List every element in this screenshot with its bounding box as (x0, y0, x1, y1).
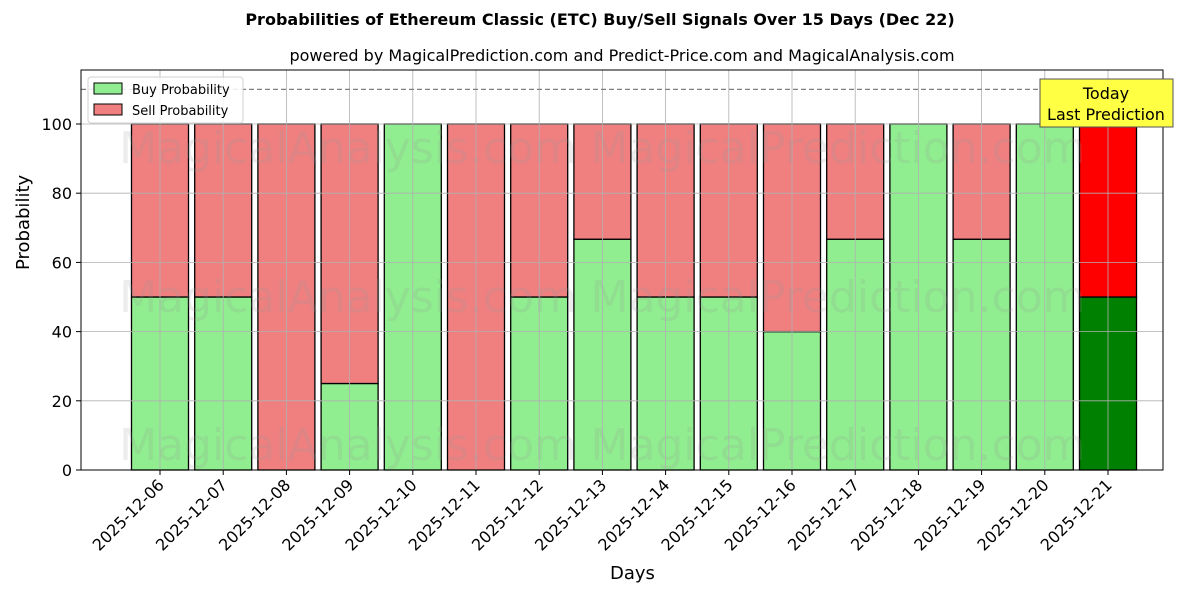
legend-swatch-buy (93, 82, 123, 95)
y-tick-label: 40 (52, 323, 72, 342)
watermark: MagicalAnalysis.com (119, 123, 577, 174)
y-tick-label: 20 (52, 392, 72, 411)
annotation-line2: Last Prediction (1047, 105, 1165, 124)
chart-title: Probabilities of Ethereum Classic (ETC) … (245, 10, 955, 29)
legend-label-buy: Buy Probability (132, 83, 230, 98)
legend-swatch-sell (93, 103, 123, 116)
watermark: MagicalPrediction.com (591, 272, 1086, 323)
today-annotation (1039, 78, 1174, 128)
x-axis-label: Days (610, 563, 655, 584)
watermark: MagicalAnalysis.com (119, 272, 577, 323)
y-tick-label: 60 (52, 253, 72, 272)
annotation-line1: Today (1082, 84, 1129, 103)
legend-label-sell: Sell Probability (132, 104, 229, 119)
watermark: MagicalPrediction.com (591, 420, 1086, 471)
legend (87, 76, 244, 124)
y-tick-label: 0 (62, 461, 72, 480)
y-tick-label: 100 (41, 115, 72, 134)
chart-subtitle: powered by MagicalPrediction.com and Pre… (289, 46, 955, 65)
axes-frame (80, 69, 1164, 471)
watermark: MagicalAnalysis.com (119, 420, 577, 471)
y-tick-label: 80 (52, 184, 72, 203)
watermark: MagicalPrediction.com (591, 123, 1086, 174)
